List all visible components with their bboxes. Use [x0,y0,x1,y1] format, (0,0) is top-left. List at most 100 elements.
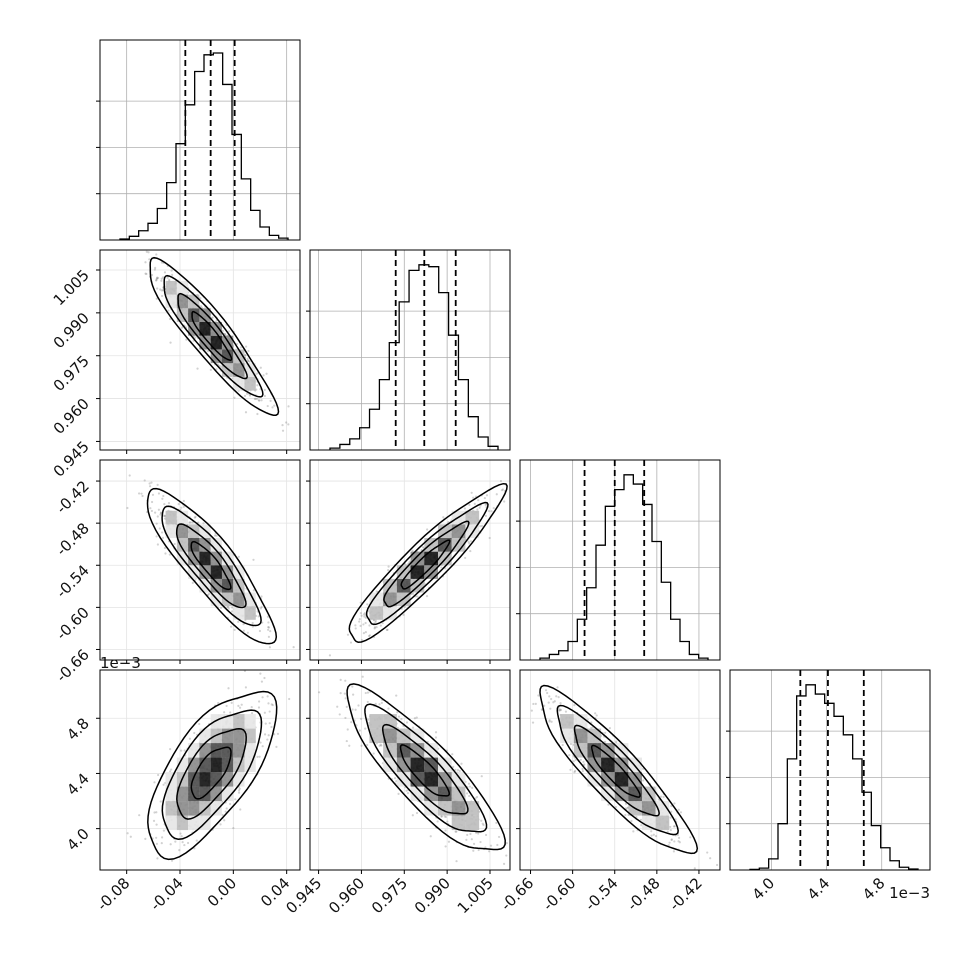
sample-point [262,374,265,377]
density-cell [396,578,411,593]
sample-point [169,843,172,846]
sample-point [330,672,332,674]
density-cell [655,815,670,831]
sample-point [149,507,152,510]
sample-point [444,815,447,819]
sample-point [373,627,376,630]
sample-point [444,829,447,832]
sample-point [193,847,196,850]
sample-point [230,625,233,628]
sample-point [131,881,133,883]
sample-point [140,874,142,876]
sample-point [252,558,255,561]
sample-point [227,607,230,610]
sample-point [179,832,182,835]
sample-point [650,830,653,833]
density-cell [188,322,200,336]
sample-point [336,705,339,708]
sample-point [169,341,172,344]
density-cell [221,743,234,758]
sample-point [372,752,375,755]
sample-point [429,835,432,838]
sample-point [215,368,218,371]
density-cell [410,757,425,773]
sample-point [624,802,628,805]
sample-point [489,844,493,847]
sample-point [364,621,367,625]
density-cell [176,757,189,773]
density-cell [221,349,234,364]
sample-point [415,716,418,719]
sample-point [475,876,477,878]
panel-frame-2-0 [99,459,301,661]
sample-point [478,506,481,509]
sample-point [152,819,156,822]
sample-point [673,825,676,828]
sample-point [267,628,270,631]
sample-point [505,881,507,883]
sample-point [357,704,360,707]
y-tick-label-3-1: 4.4 [63,770,93,800]
sample-point [550,720,553,723]
sample-point [167,309,170,312]
sample-point [248,360,251,363]
sample-point [344,697,347,700]
histogram-panel-2 [516,459,721,661]
contour-line-1 [161,709,263,840]
sample-point [155,811,158,814]
sample-point [503,500,506,503]
density-cell [210,335,222,350]
sample-point [473,502,476,505]
sample-point [594,712,597,715]
sample-point [155,277,159,280]
sample-point [354,624,357,627]
density-cell [233,349,245,364]
sample-point [267,626,271,629]
sample-point [479,840,482,844]
sample-point [150,481,153,484]
sample-point [180,749,183,752]
scatter-panel-2-0 [96,459,301,664]
sample-point [199,297,202,300]
sample-point [400,718,403,721]
sample-point [363,612,366,615]
sample-point [455,860,458,863]
sample-point [472,842,476,845]
sample-point [556,686,559,689]
sample-point [715,863,719,867]
sample-point [452,765,455,769]
sample-point [183,843,186,847]
density-cell [396,772,411,787]
sample-point [547,701,550,704]
sample-point [160,289,163,292]
sample-point [273,404,276,407]
sample-point [672,825,676,828]
sample-point [245,345,248,348]
sample-point [174,840,177,843]
density-cell [233,743,245,758]
sample-point [411,814,414,817]
sample-point [160,842,163,845]
density-cell [601,743,615,758]
density-cell [188,308,200,322]
density-cell [383,714,397,729]
sample-point [213,534,217,537]
density-cell [210,578,222,593]
density-cell [199,728,211,744]
sample-point [463,507,466,510]
sample-point [161,536,165,539]
density-cell [244,714,256,729]
sample-point [639,818,643,821]
sample-point [677,808,680,811]
sample-point [380,744,383,747]
sample-point [670,804,673,808]
sample-point [467,540,470,543]
y-tick-label-3-2: 4.8 [63,714,93,744]
sample-point [350,721,353,724]
sample-point [259,672,262,675]
sample-point [191,581,194,584]
sample-point [364,727,367,730]
sample-point [468,542,471,545]
sample-point [328,654,332,657]
density-cell [176,801,189,816]
